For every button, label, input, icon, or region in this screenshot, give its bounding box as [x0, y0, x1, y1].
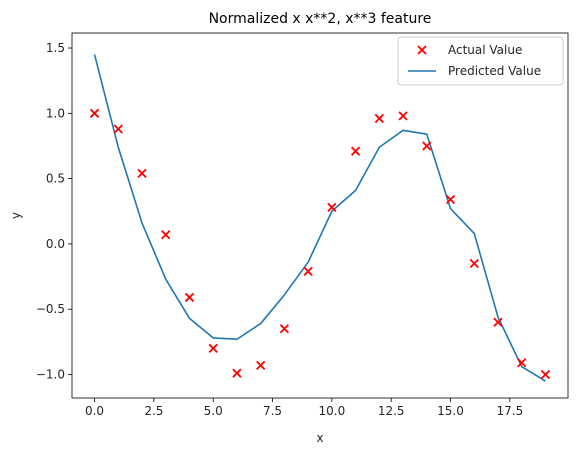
actual-value-point	[327, 202, 337, 212]
y-tick-label: 1.0	[46, 106, 65, 120]
axes-frame	[71, 32, 569, 399]
actual-value-point	[137, 168, 147, 179]
x-tick-label: 10.0	[319, 404, 346, 418]
x-axis-label: x	[316, 431, 323, 445]
actual-value-point	[161, 230, 171, 240]
y-axis-label: y	[9, 212, 23, 219]
chart-title: Normalized x x**2, x**3 feature	[209, 11, 432, 27]
actual-value-point	[184, 292, 195, 303]
actual-value-point	[374, 113, 384, 124]
x-tick-label: 5.0	[204, 404, 223, 418]
x-tick-label: 12.5	[378, 404, 405, 418]
y-tick-label: 0.5	[46, 172, 65, 186]
actual-value-point	[256, 360, 266, 370]
x-tick-label: 7.5	[263, 404, 282, 418]
x-tick-label: 2.5	[144, 404, 163, 418]
x-tick-label: 0.0	[85, 404, 104, 418]
x-tick-label: 15.0	[437, 404, 464, 418]
plot-area: 0.0 2.5 5.0 7.5 10.0 12.5 15.0 17.5 −1.0 −0.5 0.0 0…	[36, 32, 569, 418]
x-tick-label: 17.5	[496, 404, 523, 418]
y-tick-label: −0.5	[36, 302, 65, 316]
y-tick-label: 1.5	[46, 41, 65, 55]
actual-value-point	[113, 124, 123, 134]
actual-value-point	[517, 358, 527, 368]
legend-label-actual: Actual Value	[448, 43, 522, 57]
actual-value-point	[445, 194, 456, 205]
actual-value-point	[232, 368, 242, 378]
actual-value-point	[540, 369, 551, 380]
actual-value-point	[279, 324, 290, 334]
actual-value-point	[89, 108, 100, 118]
y-tick-label: 0.0	[46, 237, 65, 251]
actual-value-point	[398, 111, 408, 121]
predicted-value-line	[93, 54, 546, 382]
legend-marker-actual	[417, 45, 427, 55]
actual-value-point	[422, 141, 432, 151]
actual-value-point	[469, 258, 479, 269]
legend: Actual Value Predicted Value	[397, 36, 564, 86]
y-tick-label: −1.0	[36, 367, 65, 381]
legend-box	[397, 36, 564, 86]
actual-value-point	[303, 266, 313, 276]
actual-value-point	[350, 146, 361, 156]
actual-value-point	[208, 343, 218, 354]
actual-value-point	[493, 317, 503, 327]
legend-label-predicted: Predicted Value	[448, 64, 541, 78]
